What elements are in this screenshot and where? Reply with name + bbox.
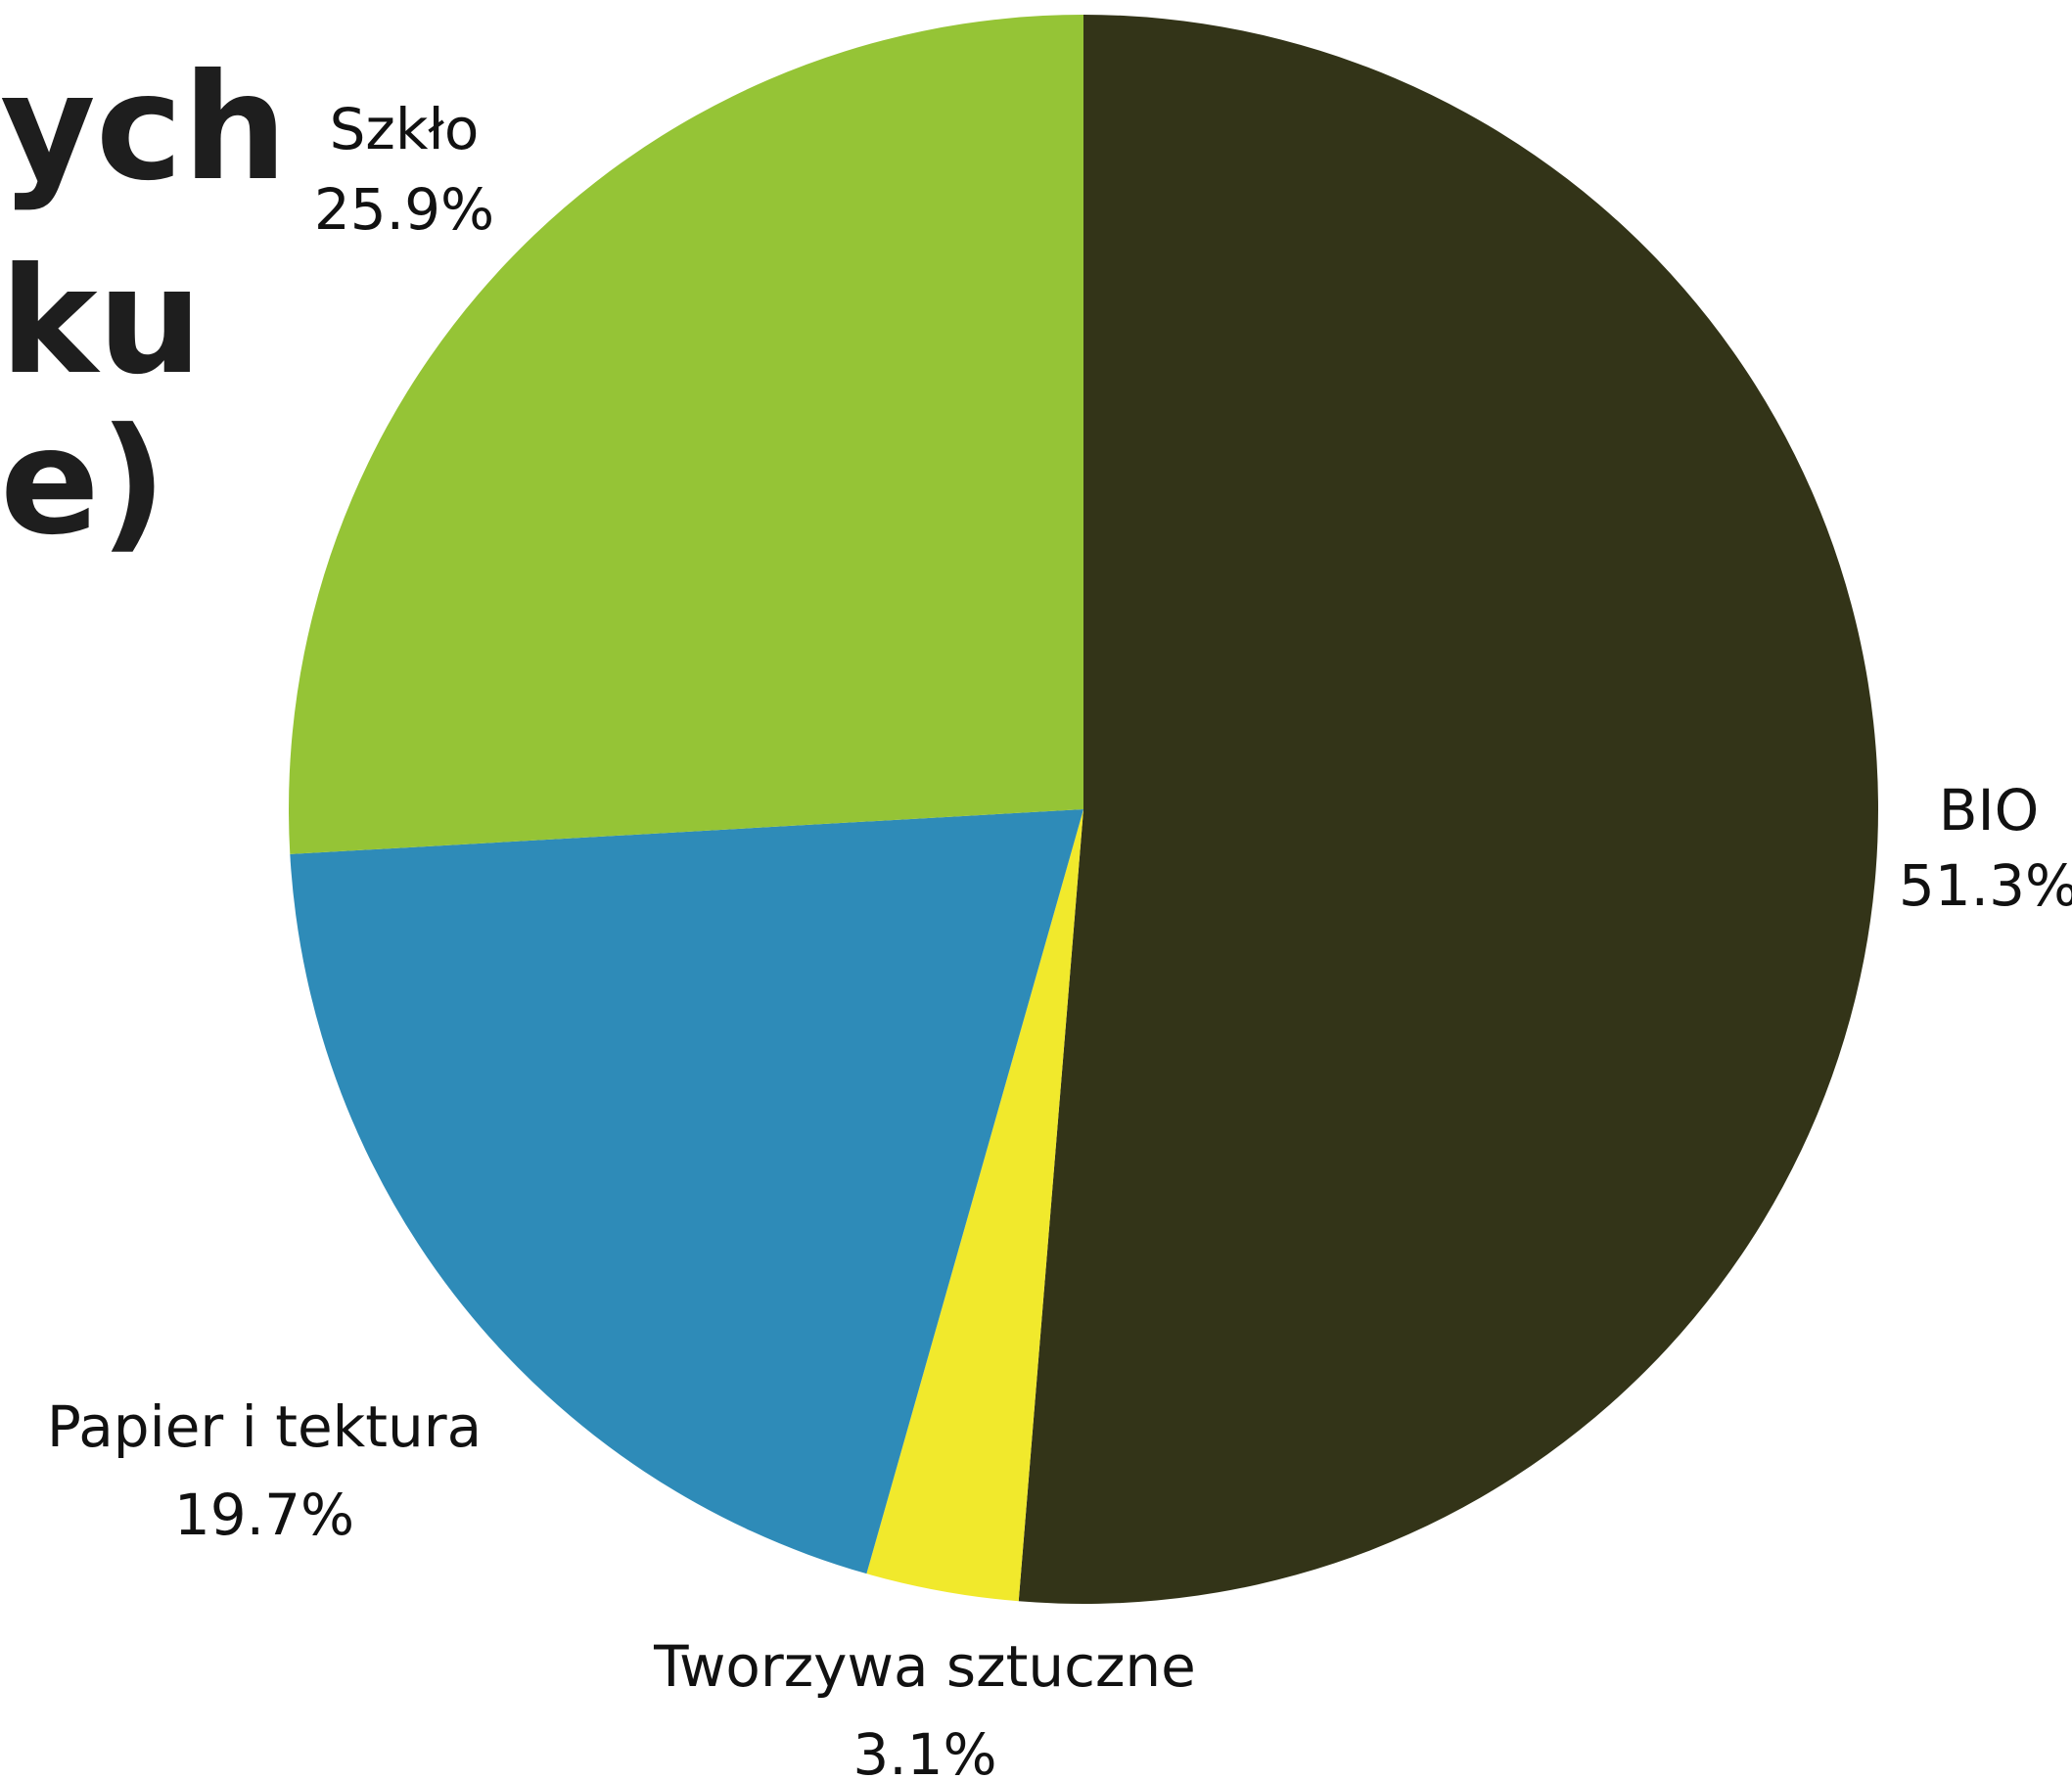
chart-title-fragment-3: e) <box>0 397 167 568</box>
slice-value-label: 25.9% <box>314 176 494 243</box>
slice-name-label: BIO <box>1939 777 2040 844</box>
pie-slice-4 <box>289 15 1083 854</box>
pie-slices <box>289 15 1878 1604</box>
pie-slice-1 <box>1018 15 1878 1604</box>
slice-name-label: Szkło <box>330 96 480 162</box>
slice-value-label: 51.3% <box>1899 852 2072 919</box>
pie-slice-2 <box>866 809 1083 1602</box>
slice-value-label: 3.1% <box>852 1721 996 1779</box>
chart-title-fragment-2: ku <box>0 237 203 407</box>
pie-slice-3 <box>290 809 1083 1574</box>
chart-title-fragment-1: ych <box>0 43 288 213</box>
pie-labels: BIO 51.3% Tworzywa sztuczne 3.1% Papier i te… <box>47 96 2072 1779</box>
slice-name-label: Tworzywa sztuczne <box>653 1633 1196 1700</box>
slice-name-label: Papier i tektura <box>47 1393 482 1460</box>
slice-value-label: 19.7% <box>174 1482 354 1548</box>
